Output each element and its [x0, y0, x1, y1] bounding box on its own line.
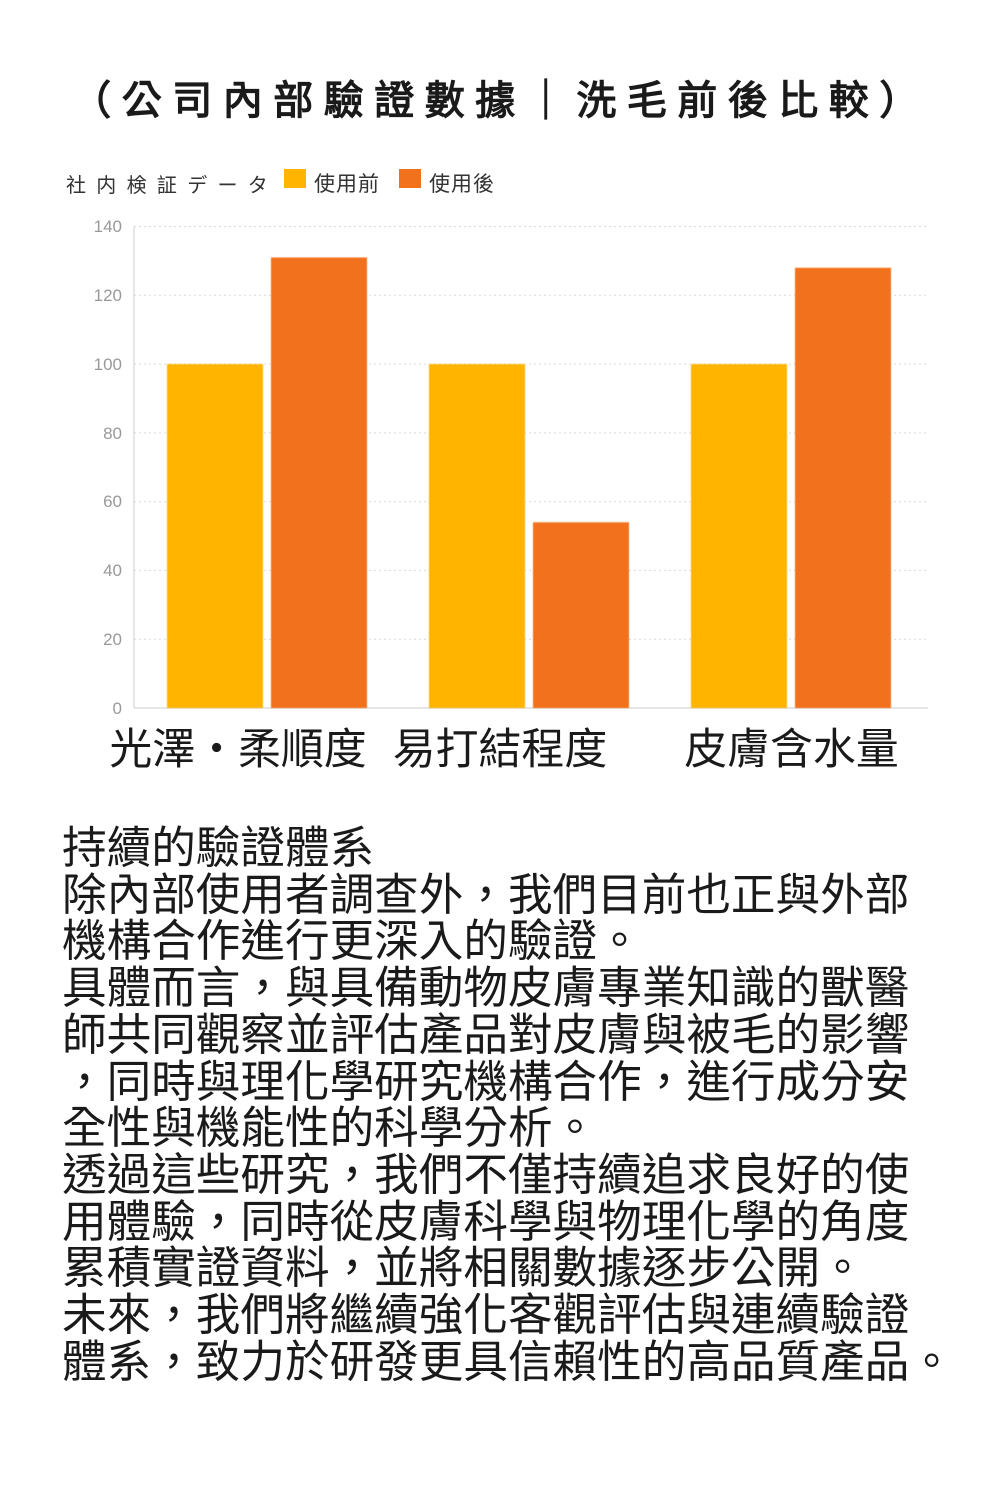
svg-text:光澤・柔順度: 光澤・柔順度	[109, 727, 366, 774]
svg-text:皮膚含水量: 皮膚含水量	[684, 727, 898, 774]
svg-text:使用前: 使用前	[314, 173, 380, 196]
svg-text:60: 60	[103, 492, 122, 511]
svg-text:100: 100	[94, 355, 122, 374]
svg-text:140: 140	[94, 217, 122, 236]
svg-text:社内検証データ: 社内検証データ	[66, 174, 278, 197]
svg-text:0: 0	[113, 699, 122, 718]
svg-text:120: 120	[94, 286, 122, 305]
svg-text:易打結程度: 易打結程度	[393, 727, 607, 774]
svg-text:40: 40	[103, 561, 122, 580]
svg-text:20: 20	[103, 630, 122, 649]
svg-text:使用後: 使用後	[429, 173, 495, 196]
svg-text:80: 80	[103, 424, 122, 443]
